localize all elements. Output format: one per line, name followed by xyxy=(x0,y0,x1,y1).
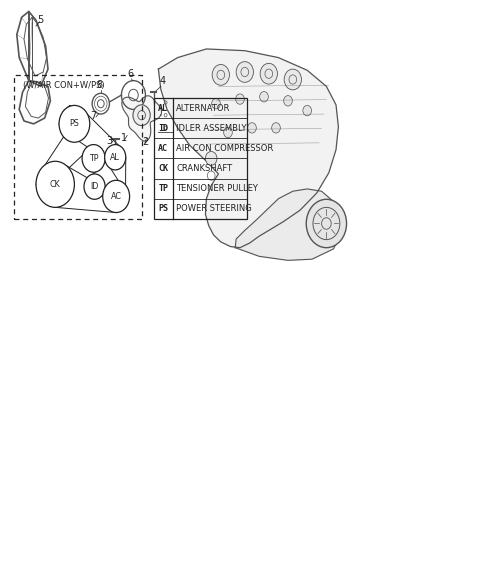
Circle shape xyxy=(284,96,292,106)
Text: ID: ID xyxy=(90,182,99,191)
Text: IDLER ASSEMBLY: IDLER ASSEMBLY xyxy=(176,124,247,132)
Text: CK: CK xyxy=(158,164,168,173)
Text: 6: 6 xyxy=(128,69,133,79)
Text: PS: PS xyxy=(158,204,168,213)
Text: TP: TP xyxy=(89,154,98,163)
Circle shape xyxy=(59,105,90,142)
Circle shape xyxy=(236,62,253,82)
Circle shape xyxy=(103,180,130,213)
Text: POWER STEERING: POWER STEERING xyxy=(176,204,252,213)
Text: AL: AL xyxy=(158,104,168,112)
Circle shape xyxy=(105,145,126,170)
Text: AC: AC xyxy=(111,192,121,201)
Text: AL: AL xyxy=(110,153,120,162)
Circle shape xyxy=(224,127,232,138)
Text: 7: 7 xyxy=(90,111,97,121)
Circle shape xyxy=(133,105,150,126)
Circle shape xyxy=(212,98,220,109)
Text: 1: 1 xyxy=(121,133,127,143)
Text: AIR CON COMPRESSOR: AIR CON COMPRESSOR xyxy=(176,144,274,153)
Text: AC: AC xyxy=(158,144,168,153)
Circle shape xyxy=(82,145,105,172)
Circle shape xyxy=(236,94,244,104)
Text: TP: TP xyxy=(158,184,168,193)
Text: PS: PS xyxy=(70,119,79,128)
Text: 8: 8 xyxy=(97,80,103,90)
Text: CK: CK xyxy=(50,180,60,189)
Circle shape xyxy=(212,65,229,85)
Text: 4: 4 xyxy=(159,75,165,85)
Circle shape xyxy=(272,123,280,133)
Polygon shape xyxy=(158,49,338,248)
Circle shape xyxy=(260,63,277,84)
Text: CRANKSHAFT: CRANKSHAFT xyxy=(176,164,232,173)
Circle shape xyxy=(248,123,256,133)
Text: 2: 2 xyxy=(142,137,148,147)
Text: ID: ID xyxy=(158,124,168,132)
Text: 3: 3 xyxy=(107,136,112,146)
Polygon shape xyxy=(235,189,341,260)
Circle shape xyxy=(205,151,217,165)
Circle shape xyxy=(84,174,105,199)
Text: ALTERNATOR: ALTERNATOR xyxy=(176,104,230,112)
Circle shape xyxy=(260,92,268,102)
Circle shape xyxy=(36,161,74,207)
Polygon shape xyxy=(122,96,162,141)
Circle shape xyxy=(284,69,301,90)
Circle shape xyxy=(303,105,312,116)
Text: TENSIONER PULLEY: TENSIONER PULLEY xyxy=(176,184,258,193)
Circle shape xyxy=(306,199,347,248)
Text: (W/AIR CON+W/PS): (W/AIR CON+W/PS) xyxy=(23,81,105,90)
Text: 5: 5 xyxy=(37,15,44,25)
